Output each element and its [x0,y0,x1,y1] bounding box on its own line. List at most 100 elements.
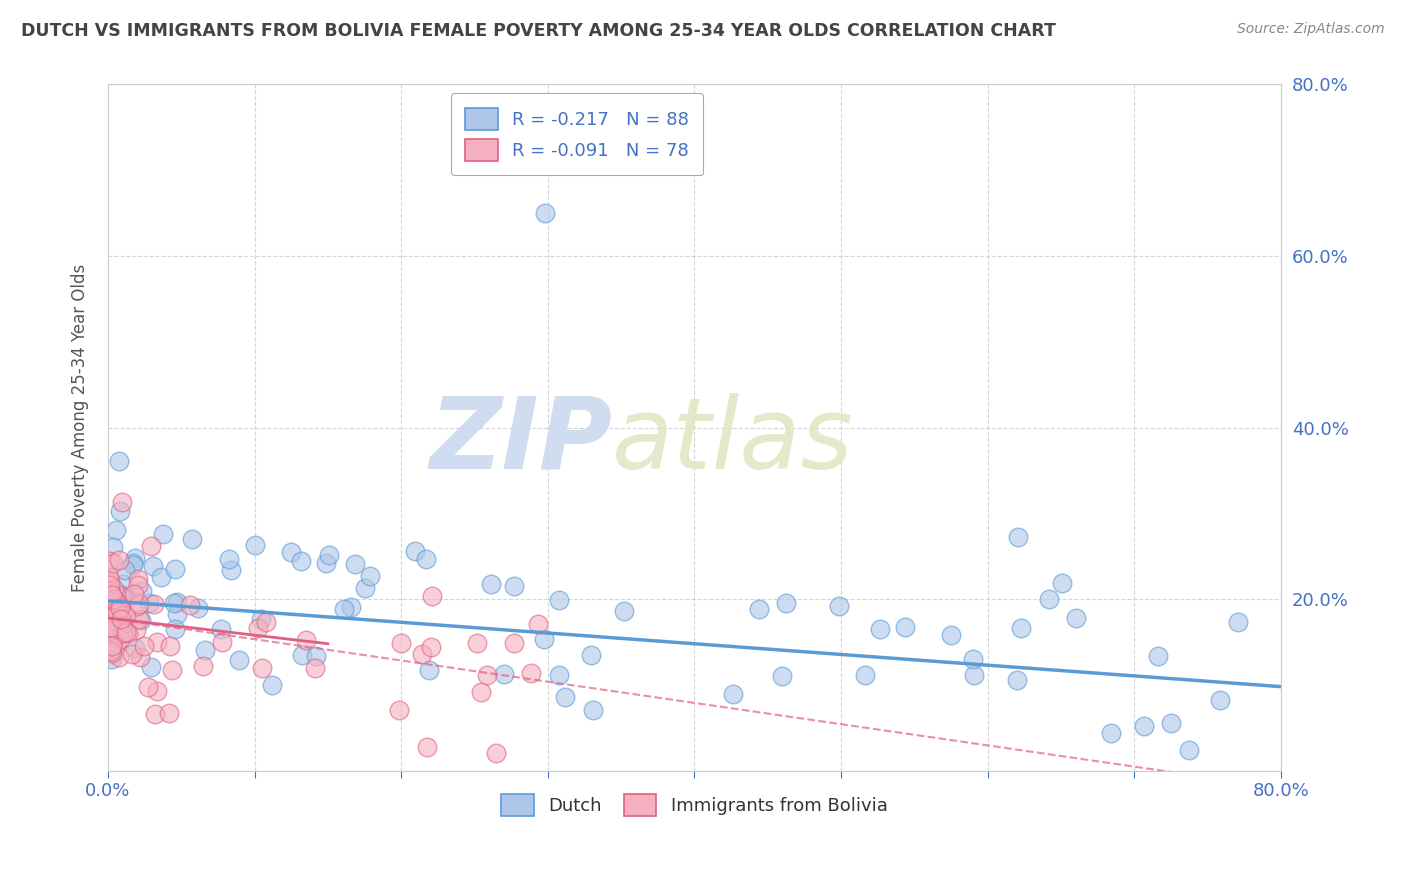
Point [110,597,132,611]
Point [554,690,576,704]
Point [359,569,381,583]
Point [1038,592,1060,607]
Point [211,635,233,649]
Point [104,523,127,537]
Point [100,644,122,658]
Point [548,668,571,682]
Text: atlas: atlas [612,392,853,490]
Point [105,596,128,610]
Point [163,622,186,636]
Point [101,646,124,660]
Point [105,605,128,619]
Point [533,632,555,647]
Point [613,604,636,618]
Point [492,667,515,681]
Point [166,595,188,609]
Point [187,600,209,615]
Point [143,598,166,612]
Point [103,635,125,649]
Point [260,678,283,692]
Point [415,552,437,566]
Point [160,664,183,678]
Point [98,587,121,601]
Point [475,668,498,682]
Point [98,578,121,592]
Point [98,554,121,568]
Point [165,562,187,576]
Point [98,609,121,624]
Point [548,593,571,607]
Point [470,685,492,699]
Point [318,548,340,562]
Point [98,584,121,599]
Point [122,587,145,601]
Point [485,746,508,760]
Point [112,591,135,605]
Point [1010,621,1032,635]
Point [108,649,131,664]
Point [218,552,240,566]
Y-axis label: Female Poverty Among 25-34 Year Olds: Female Poverty Among 25-34 Year Olds [72,263,89,591]
Point [404,544,426,558]
Point [101,652,124,666]
Point [939,628,962,642]
Point [101,556,124,570]
Point [98,624,121,639]
Point [294,633,316,648]
Point [110,587,132,601]
Point [111,616,134,631]
Point [1227,615,1250,630]
Point [101,641,124,656]
Point [315,556,337,570]
Point [128,612,150,626]
Point [1178,743,1201,757]
Point [191,658,214,673]
Point [101,632,124,647]
Point [146,683,169,698]
Point [157,706,180,720]
Point [101,540,124,554]
Point [1209,693,1232,707]
Point [142,559,165,574]
Point [139,660,162,674]
Point [723,687,745,701]
Point [114,563,136,577]
Point [111,495,134,509]
Point [1007,530,1029,544]
Point [159,639,181,653]
Point [111,577,134,591]
Point [245,538,267,552]
Point [228,653,250,667]
Text: DUTCH VS IMMIGRANTS FROM BOLIVIA FEMALE POVERTY AMONG 25-34 YEAR OLDS CORRELATIO: DUTCH VS IMMIGRANTS FROM BOLIVIA FEMALE … [21,22,1056,40]
Point [582,703,605,717]
Point [125,599,148,613]
Point [389,635,412,649]
Point [502,579,524,593]
Point [163,597,186,611]
Point [246,621,269,635]
Point [127,578,149,592]
Point [117,626,139,640]
Point [98,575,121,590]
Point [418,663,440,677]
Point [250,661,273,675]
Point [853,668,876,682]
Text: Source: ZipAtlas.com: Source: ZipAtlas.com [1237,22,1385,37]
Point [111,621,134,635]
Point [420,640,443,654]
Point [770,668,793,682]
Point [100,620,122,634]
Point [304,661,326,675]
Point [136,680,159,694]
Point [110,612,132,626]
Point [127,572,149,586]
Point [146,634,169,648]
Point [128,597,150,611]
Point [869,622,891,636]
Point [420,589,443,603]
Point [138,596,160,610]
Point [131,584,153,599]
Point [108,601,131,615]
Point [527,616,550,631]
Point [181,532,204,546]
